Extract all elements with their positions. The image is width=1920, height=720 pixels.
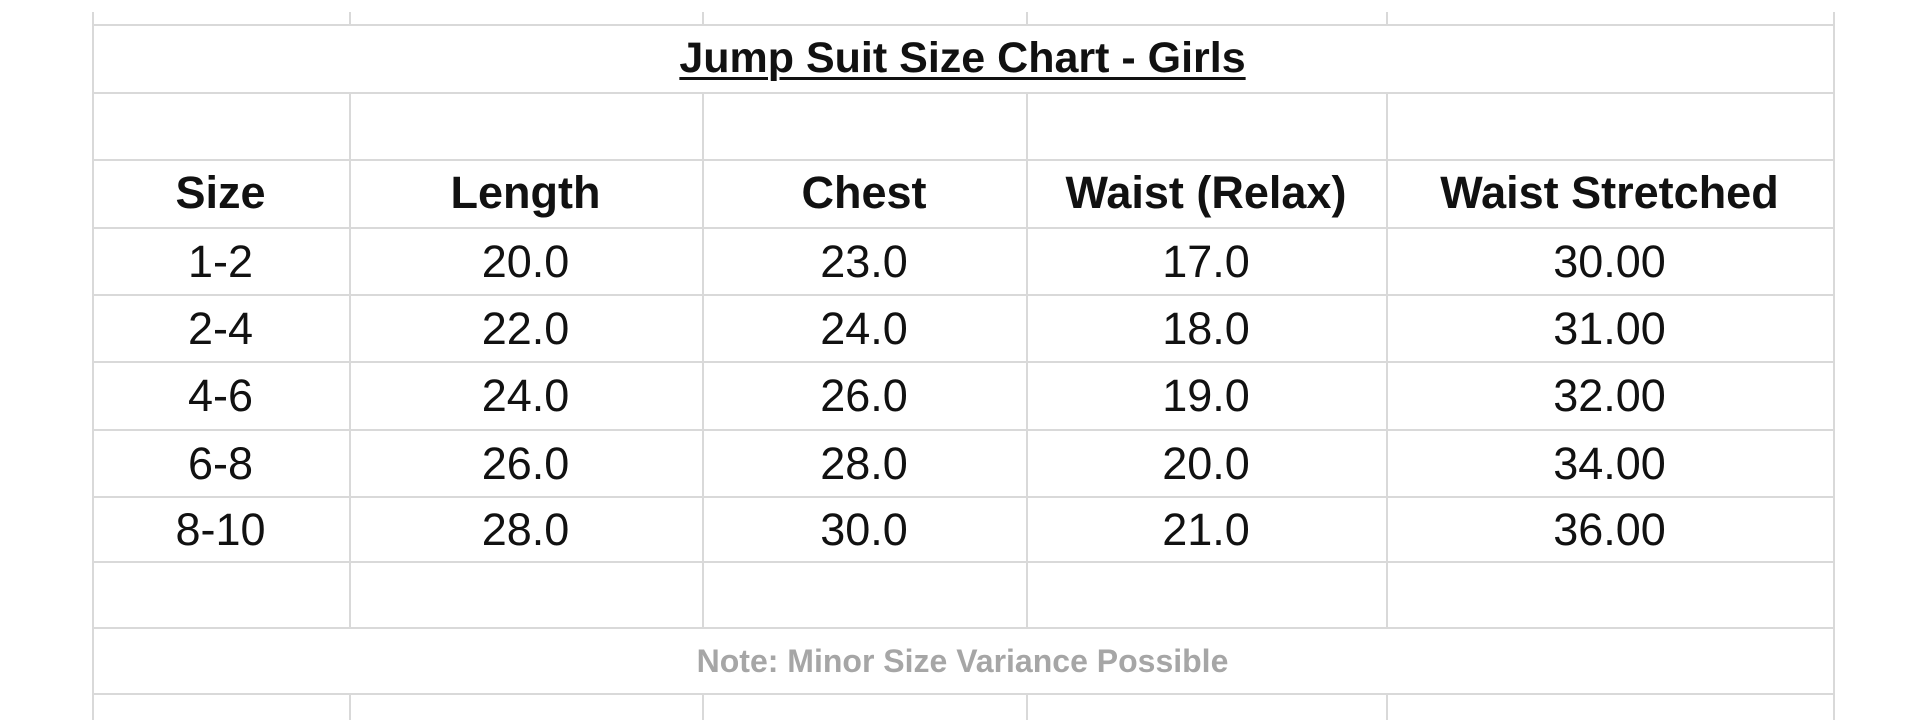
table-cell: 36.00 <box>1553 503 1666 555</box>
grid-line-horizontal <box>92 159 1833 161</box>
table-cell: 26.0 <box>820 370 908 421</box>
column-header: Length <box>450 167 601 218</box>
table-cell: 17.0 <box>1162 235 1250 287</box>
grid-line-horizontal <box>92 92 1833 94</box>
table-cell: 20.0 <box>1162 437 1250 489</box>
table-cell: 2-4 <box>187 302 254 354</box>
table-cell: 6-8 <box>187 437 254 489</box>
chart-title: Jump Suit Size Chart - Girls <box>679 34 1246 82</box>
grid-line-vertical <box>349 12 351 24</box>
column-header: Size <box>175 167 266 218</box>
grid-line-vertical <box>1026 12 1028 24</box>
grid-line-vertical <box>1833 12 1835 720</box>
column-header: Waist (Relax) <box>1065 167 1347 218</box>
table-cell: 22.0 <box>481 302 570 354</box>
grid-line-vertical <box>1386 693 1388 720</box>
grid-line-vertical <box>1026 693 1028 720</box>
table-cell: 18.0 <box>1162 302 1250 354</box>
table-cell: 24.0 <box>481 370 570 421</box>
table-cell: 8-10 <box>175 503 266 555</box>
grid-line-vertical <box>1026 92 1028 627</box>
table-cell: 20.0 <box>481 235 570 287</box>
table-cell: 28.0 <box>820 437 908 489</box>
column-header: Chest <box>801 167 927 218</box>
grid-line-horizontal <box>92 227 1833 229</box>
table-cell: 34.00 <box>1553 437 1666 489</box>
table-cell: 24.0 <box>820 302 908 354</box>
grid-line-vertical <box>1386 92 1388 627</box>
grid-line-vertical <box>702 92 704 627</box>
table-cell: 21.0 <box>1162 503 1250 555</box>
table-cell: 32.00 <box>1553 370 1666 421</box>
size-variance-note: Note: Minor Size Variance Possible <box>696 642 1229 679</box>
grid-line-horizontal <box>92 429 1833 431</box>
grid-line-horizontal <box>92 561 1833 563</box>
grid-line-vertical <box>1386 12 1388 24</box>
grid-line-vertical <box>702 693 704 720</box>
table-cell: 19.0 <box>1162 370 1250 421</box>
grid-line-horizontal <box>92 496 1833 498</box>
grid-line-horizontal <box>92 24 1833 26</box>
grid-line-horizontal <box>92 361 1833 363</box>
grid-line-horizontal <box>92 294 1833 296</box>
grid-line-vertical <box>349 92 351 627</box>
grid-line-horizontal <box>92 627 1833 629</box>
grid-line-vertical <box>702 12 704 24</box>
table-cell: 4-6 <box>187 370 254 421</box>
column-header: Waist Stretched <box>1440 167 1779 218</box>
table-cell: 30.0 <box>820 503 908 555</box>
grid-line-vertical <box>92 12 94 720</box>
table-cell: 31.00 <box>1553 302 1666 354</box>
table-cell: 23.0 <box>820 235 908 287</box>
table-cell: 30.00 <box>1553 235 1666 287</box>
grid-line-vertical <box>349 693 351 720</box>
grid-line-horizontal <box>92 693 1833 695</box>
table-cell: 26.0 <box>481 437 570 489</box>
table-cell: 28.0 <box>481 503 570 555</box>
table-cell: 1-2 <box>187 235 254 287</box>
